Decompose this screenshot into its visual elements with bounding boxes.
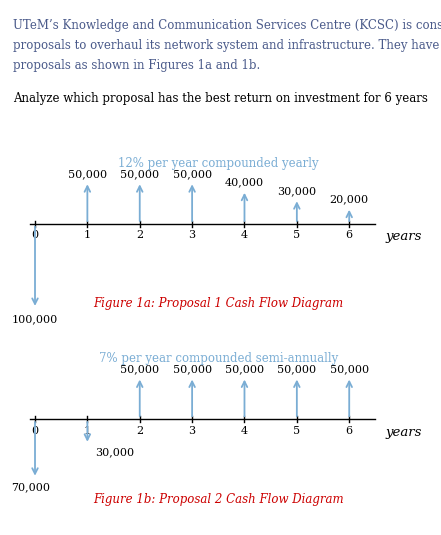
Text: years: years — [386, 231, 422, 243]
Text: 0: 0 — [31, 231, 38, 241]
Text: Analyze which proposal has the best return on investment for 6 years: Analyze which proposal has the best retu… — [13, 92, 428, 105]
Text: 3: 3 — [189, 231, 196, 241]
Text: 4: 4 — [241, 426, 248, 436]
Text: 50,000: 50,000 — [120, 169, 159, 179]
Text: 40,000: 40,000 — [225, 178, 264, 187]
Text: 50,000: 50,000 — [172, 364, 212, 374]
Text: 5: 5 — [293, 426, 300, 436]
Text: 1: 1 — [84, 426, 91, 436]
Text: 6: 6 — [346, 426, 353, 436]
Text: 70,000: 70,000 — [11, 483, 50, 493]
Text: 50,000: 50,000 — [330, 364, 369, 374]
Text: 12% per year compounded yearly: 12% per year compounded yearly — [118, 157, 318, 170]
Text: 6: 6 — [346, 231, 353, 241]
Text: 50,000: 50,000 — [172, 169, 212, 179]
Text: 30,000: 30,000 — [277, 186, 316, 196]
Text: Figure 1a: Proposal 1 Cash Flow Diagram: Figure 1a: Proposal 1 Cash Flow Diagram — [93, 297, 344, 310]
Text: years: years — [386, 426, 422, 439]
Text: 0: 0 — [31, 426, 38, 436]
Text: 20,000: 20,000 — [330, 194, 369, 204]
Text: 2: 2 — [136, 231, 143, 241]
Text: proposals to overhaul its network system and infrastructure. They have received : proposals to overhaul its network system… — [13, 39, 441, 52]
Text: Figure 1b: Proposal 2 Cash Flow Diagram: Figure 1b: Proposal 2 Cash Flow Diagram — [93, 493, 344, 506]
Text: 3: 3 — [189, 426, 196, 436]
Text: 50,000: 50,000 — [120, 364, 159, 374]
Text: 4: 4 — [241, 231, 248, 241]
Text: UTeM’s Knowledge and Communication Services Centre (KCSC) is considering two: UTeM’s Knowledge and Communication Servi… — [13, 19, 441, 32]
Text: 2: 2 — [136, 426, 143, 436]
Text: 1: 1 — [84, 231, 91, 241]
Text: 50,000: 50,000 — [277, 364, 316, 374]
Text: 5: 5 — [293, 231, 300, 241]
Text: 50,000: 50,000 — [225, 364, 264, 374]
Text: 7% per year compounded semi-annually: 7% per year compounded semi-annually — [99, 352, 338, 365]
Text: proposals as shown in Figures 1a and 1b.: proposals as shown in Figures 1a and 1b. — [13, 59, 261, 72]
Text: 50,000: 50,000 — [68, 169, 107, 179]
Text: 100,000: 100,000 — [11, 314, 58, 324]
Text: 30,000: 30,000 — [95, 447, 135, 457]
